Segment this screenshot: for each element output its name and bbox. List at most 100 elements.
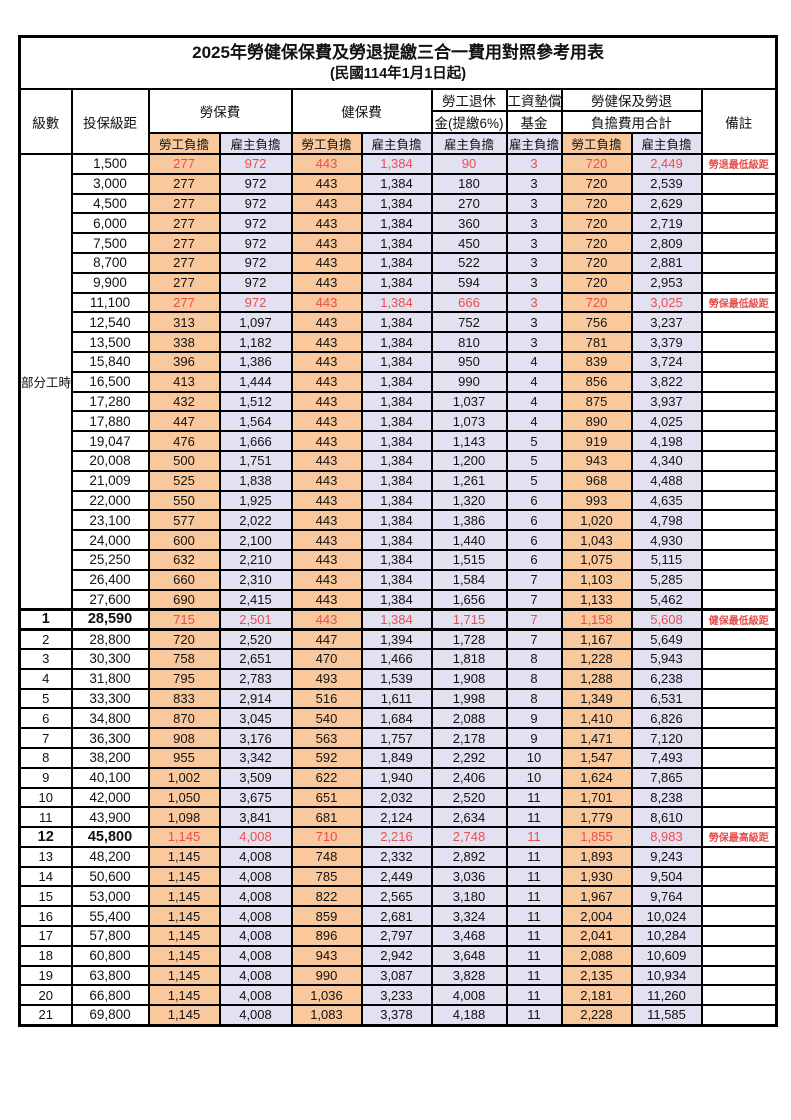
bracket-cell: 40,100	[70, 766, 150, 789]
labor-employer-cell: 3,045	[218, 707, 293, 730]
level-cell: 1	[18, 607, 73, 631]
pension-employer-cell: 1,440	[430, 529, 508, 551]
labor-employee-cell: 1,145	[147, 964, 221, 987]
total-employee-cell: 1,471	[560, 727, 633, 749]
remark-cell: 勞保最低級距	[700, 291, 778, 314]
total-employer-cell: 4,798	[630, 509, 703, 532]
table-row: 12,540 313 1,097 443 1,384 752 3 756 3,237	[20, 311, 778, 334]
labor-employer-cell: 1,666	[218, 430, 293, 452]
labor-employee-cell: 1,145	[147, 1004, 221, 1027]
wage-fund-employer-cell: 10	[505, 746, 563, 769]
health-employer-cell: 3,233	[360, 984, 433, 1007]
labor-employee-cell: 660	[147, 568, 221, 591]
pension-employer-cell: 1,908	[430, 667, 508, 690]
labor-employer-cell: 4,008	[218, 964, 293, 987]
total-employee-cell: 1,701	[560, 786, 633, 809]
labor-employee-cell: 1,145	[147, 925, 221, 947]
labor-employer-cell: 1,386	[218, 350, 293, 373]
total-employer-cell: 8,610	[630, 806, 703, 829]
table-title-block: 2025年勞健保保費及勞退提繳三合一費用對照參考用表 (民國114年1月1日起)	[18, 35, 778, 90]
total-employee-cell: 2,135	[560, 964, 633, 987]
wage-fund-employer-cell: 8	[505, 687, 563, 710]
total-employer-cell: 4,025	[630, 410, 703, 433]
labor-employee-cell: 955	[147, 746, 221, 769]
wage-fund-employer-cell: 5	[505, 469, 563, 492]
bracket-cell: 17,880	[70, 410, 150, 433]
bracket-cell: 19,047	[70, 430, 150, 452]
bracket-cell: 11,100	[70, 291, 150, 314]
total-employer-cell: 6,238	[630, 667, 703, 690]
pension-employer-cell: 2,406	[430, 766, 508, 789]
total-employer-cell: 3,822	[630, 370, 703, 393]
level-cell: 2	[18, 628, 73, 650]
bracket-cell: 66,800	[70, 984, 150, 1007]
table-row: 9 40,100 1,002 3,509 622 1,940 2,406 10 1,624 7,8…	[18, 766, 778, 789]
labor-employer-cell: 2,022	[218, 509, 293, 532]
labor-employer-cell: 2,783	[218, 667, 293, 690]
total-employee-cell: 720	[560, 251, 633, 274]
level-cell: 19	[18, 964, 73, 987]
col-header-labor-insurance: 勞保費	[147, 88, 293, 134]
level-cell: 9	[18, 766, 73, 789]
remark-cell: 健保最低級距	[700, 607, 778, 631]
labor-employee-cell: 758	[147, 647, 221, 670]
health-employee-cell: 681	[290, 806, 363, 829]
health-employee-cell: 1,036	[290, 984, 363, 1007]
subheader-labor-employee: 勞工負擔	[147, 132, 221, 155]
health-employer-cell: 2,942	[360, 944, 433, 967]
labor-employer-cell: 3,675	[218, 786, 293, 809]
labor-employee-cell: 795	[147, 667, 221, 690]
health-employer-cell: 1,384	[360, 509, 433, 532]
wage-fund-employer-cell: 7	[505, 607, 563, 631]
total-employee-cell: 1,855	[560, 826, 633, 848]
remark-cell	[700, 192, 778, 215]
health-employee-cell: 443	[290, 331, 363, 353]
wage-fund-employer-cell: 11	[505, 806, 563, 829]
remark-cell	[700, 1004, 778, 1027]
table-row: 17,280 432 1,512 443 1,384 1,037 4 875 3,937	[20, 390, 778, 413]
labor-employee-cell: 313	[147, 311, 221, 334]
labor-employer-cell: 972	[218, 192, 293, 215]
total-employer-cell: 2,953	[630, 271, 703, 294]
table-row: 15 53,000 1,145 4,008 822 2,565 3,180 11 1,967 9,…	[18, 885, 778, 908]
labor-employer-cell: 2,651	[218, 647, 293, 670]
labor-employee-cell: 833	[147, 687, 221, 710]
total-employee-cell: 1,893	[560, 845, 633, 868]
pension-employer-cell: 1,200	[430, 449, 508, 472]
labor-employee-cell: 870	[147, 707, 221, 730]
wage-fund-employer-cell: 6	[505, 548, 563, 571]
labor-employer-cell: 4,008	[218, 905, 293, 928]
labor-employer-cell: 972	[218, 172, 293, 195]
table-row: 25,250 632 2,210 443 1,384 1,515 6 1,075 5,115	[20, 548, 778, 571]
health-employer-cell: 1,384	[360, 153, 433, 175]
total-employee-cell: 2,181	[560, 984, 633, 1007]
health-employee-cell: 443	[290, 390, 363, 413]
table-row: 12 45,800 1,145 4,008 710 2,216 2,748 11 1,855 8,…	[18, 826, 778, 848]
remark-cell	[700, 430, 778, 452]
bracket-cell: 36,300	[70, 727, 150, 749]
total-employee-cell: 720	[560, 212, 633, 235]
labor-employee-cell: 277	[147, 251, 221, 274]
subheader-total-employer: 雇主負擔	[630, 132, 703, 155]
wage-fund-employer-cell: 4	[505, 410, 563, 433]
pension-employer-cell: 3,828	[430, 964, 508, 987]
wage-fund-employer-cell: 3	[505, 251, 563, 274]
bracket-cell: 42,000	[70, 786, 150, 809]
table-row: 19 63,800 1,145 4,008 990 3,087 3,828 11 2,135 10…	[18, 964, 778, 987]
health-employee-cell: 443	[290, 232, 363, 254]
total-employer-cell: 9,243	[630, 845, 703, 868]
remark-cell	[700, 944, 778, 967]
pension-employer-cell: 2,748	[430, 826, 508, 848]
health-employee-cell: 563	[290, 727, 363, 749]
remark-cell	[700, 925, 778, 947]
bracket-cell: 21,009	[70, 469, 150, 492]
labor-employer-cell: 1,925	[218, 489, 293, 512]
health-employee-cell: 443	[290, 509, 363, 532]
bracket-cell: 38,200	[70, 746, 150, 769]
total-employee-cell: 1,410	[560, 707, 633, 730]
pension-employer-cell: 2,292	[430, 746, 508, 769]
total-employee-cell: 839	[560, 350, 633, 373]
health-employee-cell: 443	[290, 251, 363, 274]
pension-employer-cell: 2,634	[430, 806, 508, 829]
remark-cell	[700, 845, 778, 868]
